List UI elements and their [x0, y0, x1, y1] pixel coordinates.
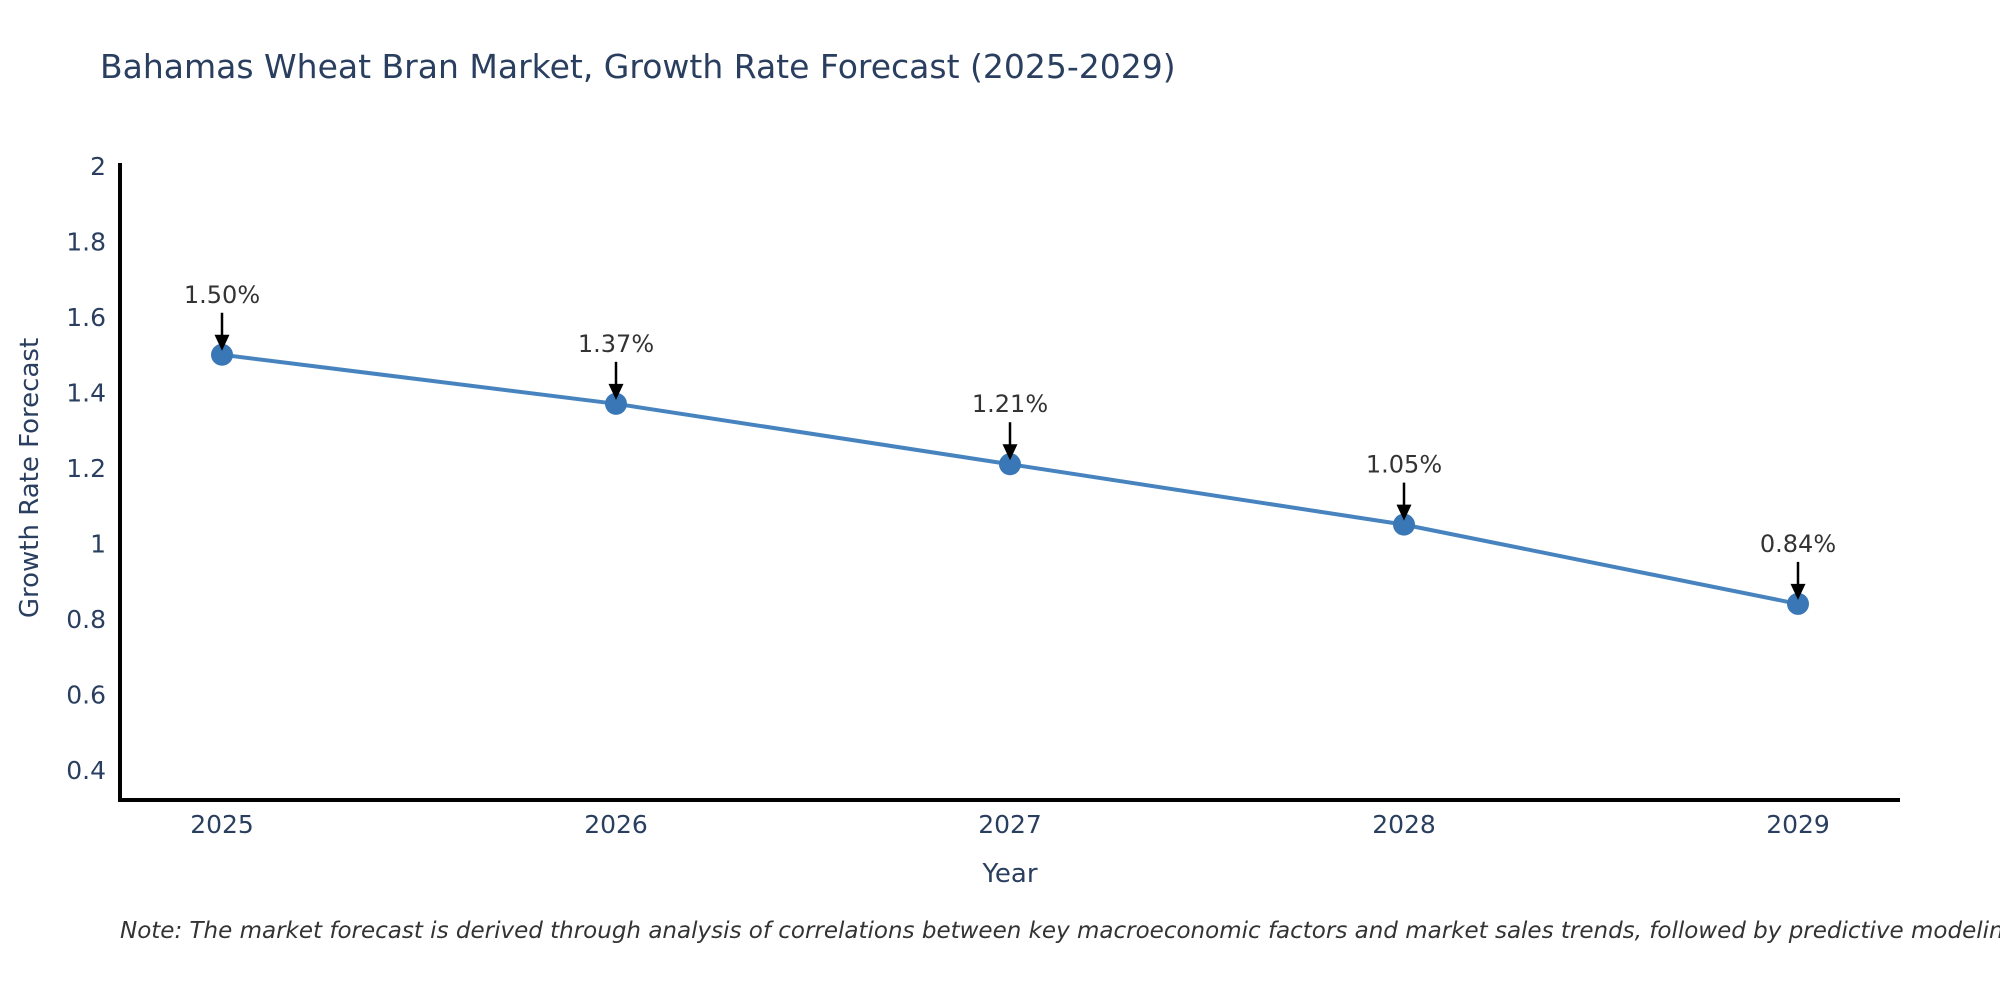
x-tick-label: 2027 — [978, 810, 1042, 839]
y-axis-title: Growth Rate Forecast — [15, 338, 45, 618]
data-point-marker — [1393, 513, 1415, 536]
line-chart-canvas: 0.4 0.6 0.8 1 1.2 1.4 1.6 1.8 2 2025 2026 2027 2028… — [15, 152, 1900, 889]
y-tick-label: 1 — [90, 530, 106, 559]
annotation-arrow-head — [608, 383, 624, 400]
x-tick-labels: 2025 2026 2027 2028 2029 — [190, 810, 1830, 839]
y-tick-label: 0.8 — [66, 605, 106, 634]
annotation-label: 1.37% — [578, 330, 654, 358]
annotation-label: 1.21% — [972, 390, 1048, 418]
x-tick-label: 2029 — [1766, 810, 1830, 839]
y-tick-label: 1.4 — [66, 379, 106, 408]
series-line — [211, 343, 1809, 615]
annotation-arrow-head — [1002, 444, 1018, 461]
y-tick-label: 1.2 — [66, 454, 106, 483]
y-tick-label: 0.4 — [66, 756, 106, 785]
y-tick-label: 0.6 — [66, 681, 106, 710]
chart-title: Bahamas Wheat Bran Market, Growth Rate F… — [100, 47, 1176, 86]
annotation-label: 0.84% — [1760, 530, 1836, 558]
y-tick-labels: 0.4 0.6 0.8 1 1.2 1.4 1.6 1.8 2 — [66, 152, 106, 785]
x-tick-label: 2028 — [1372, 810, 1436, 839]
data-point-marker — [211, 343, 233, 366]
point-annotations: 1.50% 1.37% 1.21% 1.05% 0.84% — [184, 281, 1836, 600]
annotation-arrow-head — [1790, 583, 1806, 600]
footnote: Note: The market forecast is derived thr… — [120, 918, 2000, 944]
annotation-label: 1.05% — [1366, 451, 1442, 479]
y-tick-label: 2 — [90, 152, 106, 181]
y-tick-label: 1.8 — [66, 228, 106, 257]
data-point-marker — [1787, 592, 1809, 615]
x-tick-label: 2026 — [584, 810, 648, 839]
annotation-arrow-head — [1396, 504, 1412, 521]
x-axis-title: Year — [981, 859, 1037, 889]
annotation-label: 1.50% — [184, 281, 260, 309]
data-point-marker — [605, 392, 627, 415]
x-tick-label: 2025 — [190, 810, 254, 839]
data-point-marker — [999, 453, 1021, 476]
annotation-arrow-head — [214, 334, 230, 351]
y-tick-label: 1.6 — [66, 303, 106, 332]
axes — [118, 163, 1900, 802]
